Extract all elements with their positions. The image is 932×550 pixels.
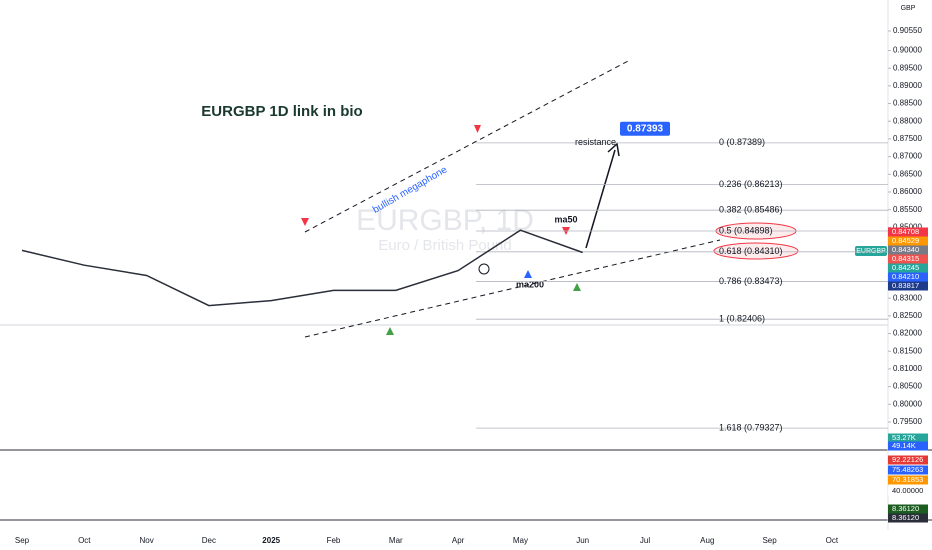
target-tag: 0.87393 bbox=[627, 123, 664, 134]
megaphone-lower bbox=[304, 239, 721, 338]
price-tag: 92.22126 bbox=[892, 455, 923, 464]
price-tag: 0.84315 bbox=[892, 254, 919, 263]
price-tag-bg bbox=[888, 227, 928, 237]
x-tick-label: May bbox=[513, 536, 528, 545]
megaphone-upper bbox=[304, 59, 631, 233]
price-tag-bg bbox=[888, 263, 928, 273]
y-tick-label: 0.87000 bbox=[893, 152, 922, 161]
price-tag-bg bbox=[888, 281, 928, 291]
price-tag: 0.84529 bbox=[892, 236, 919, 245]
price-tag: 75.48263 bbox=[892, 465, 923, 474]
x-tick-label: Sep bbox=[15, 536, 30, 545]
y-tick-label: 0.88500 bbox=[893, 99, 922, 108]
annotation: ma200 bbox=[516, 279, 544, 289]
currency: GBP bbox=[901, 5, 916, 12]
fib-label: 0 (0.87389) bbox=[719, 137, 765, 147]
price-tag-bg bbox=[888, 272, 928, 282]
fib-label: 0.382 (0.85486) bbox=[719, 205, 783, 215]
price-tag-bg bbox=[888, 433, 928, 443]
y-tick-label: 0.88000 bbox=[893, 116, 922, 125]
price-tag-bg bbox=[888, 236, 928, 246]
symbol-tag: EURGBP bbox=[856, 248, 886, 255]
marker bbox=[478, 263, 490, 275]
y-tick-label: 0.79500 bbox=[893, 417, 922, 426]
x-tick-label: Sep bbox=[762, 536, 777, 545]
x-tick-label: Oct bbox=[78, 536, 91, 545]
arrow-head bbox=[607, 142, 620, 157]
x-tick-label: Dec bbox=[202, 536, 216, 545]
x-tick-label: Jul bbox=[640, 536, 650, 545]
price-tag: 8.36120 bbox=[892, 504, 919, 513]
price-line bbox=[21, 229, 583, 307]
x-tick-label: Jun bbox=[576, 536, 589, 545]
y-tick-label: 0.80500 bbox=[893, 382, 922, 391]
y-tick-label: 0.90000 bbox=[893, 46, 922, 55]
fib-label: 0.786 (0.83473) bbox=[719, 276, 783, 286]
fib-label: 1.618 (0.79327) bbox=[719, 422, 783, 432]
y-tick-label: 0.86000 bbox=[893, 187, 922, 196]
annotation: resistance bbox=[575, 137, 616, 147]
price-tag: 0.84340 bbox=[892, 245, 919, 254]
y-tick-label: 0.86500 bbox=[893, 169, 922, 178]
projection-arrow bbox=[585, 149, 616, 249]
price-tag-bg bbox=[888, 475, 928, 485]
price-tag-bg bbox=[888, 486, 928, 496]
highlight bbox=[713, 242, 799, 260]
price-tag: 53.27K bbox=[892, 433, 916, 442]
target-tag-bg bbox=[620, 121, 670, 136]
y-tick-label: 0.85500 bbox=[893, 205, 922, 214]
price-tag: 49.14K bbox=[892, 441, 916, 450]
y-tick-label: 0.81500 bbox=[893, 346, 922, 355]
y-tick-label: 0.82000 bbox=[893, 329, 922, 338]
x-tick-label: Oct bbox=[826, 536, 839, 545]
price-tag: 0.84708 bbox=[892, 227, 919, 236]
x-tick-label: Feb bbox=[327, 536, 341, 545]
y-tick-label: 0.85000 bbox=[893, 222, 922, 231]
price-tag: 0.84210 bbox=[892, 272, 919, 281]
price-tag-bg bbox=[888, 245, 928, 255]
price-tag-bg bbox=[888, 465, 928, 475]
annotation: ma50 bbox=[554, 214, 577, 224]
symbol-tag-bg bbox=[855, 246, 887, 256]
fib-label: 0.236 (0.86213) bbox=[719, 179, 783, 189]
y-tick-label: 0.80000 bbox=[893, 399, 922, 408]
fib-label: 0.5 (0.84898) bbox=[719, 225, 773, 235]
y-tick-label: 0.90550 bbox=[893, 26, 922, 35]
price-tag-bg bbox=[888, 254, 928, 264]
watermark-subtitle: Euro / British Pound bbox=[378, 237, 511, 254]
price-tag: 0.83817 bbox=[892, 281, 919, 290]
y-tick-label: 0.83000 bbox=[893, 293, 922, 302]
chart-title: EURGBP 1D link in bio bbox=[201, 103, 362, 120]
ma-arrow bbox=[524, 270, 532, 278]
y-tick-label: 0.81000 bbox=[893, 364, 922, 373]
watermark: EURGBP, 1D bbox=[356, 204, 534, 237]
price-tag-bg bbox=[888, 455, 928, 465]
x-tick-label: Mar bbox=[389, 536, 403, 545]
y-tick-label: 0.82500 bbox=[893, 311, 922, 320]
x-tick-label: Nov bbox=[139, 536, 153, 545]
fib-label: 1 (0.82406) bbox=[719, 314, 765, 324]
price-tag: 8.36120 bbox=[892, 513, 919, 522]
price-tag-bg bbox=[888, 441, 928, 451]
price-tag: 40.00000 bbox=[892, 486, 923, 495]
x-tick-label: Apr bbox=[452, 536, 465, 545]
x-tick-label: Aug bbox=[700, 536, 714, 545]
x-tick-label: 2025 bbox=[262, 536, 280, 545]
y-tick-label: 0.87500 bbox=[893, 134, 922, 143]
y-tick-label: 0.89500 bbox=[893, 63, 922, 72]
y-tick-label: 0.89000 bbox=[893, 81, 922, 90]
fib-label: 0.618 (0.84310) bbox=[719, 246, 783, 256]
price-tag-bg bbox=[888, 513, 928, 523]
price-tag-bg bbox=[888, 504, 928, 514]
price-tag: 70.31853 bbox=[892, 475, 923, 484]
price-tag: 0.84245 bbox=[892, 263, 919, 272]
